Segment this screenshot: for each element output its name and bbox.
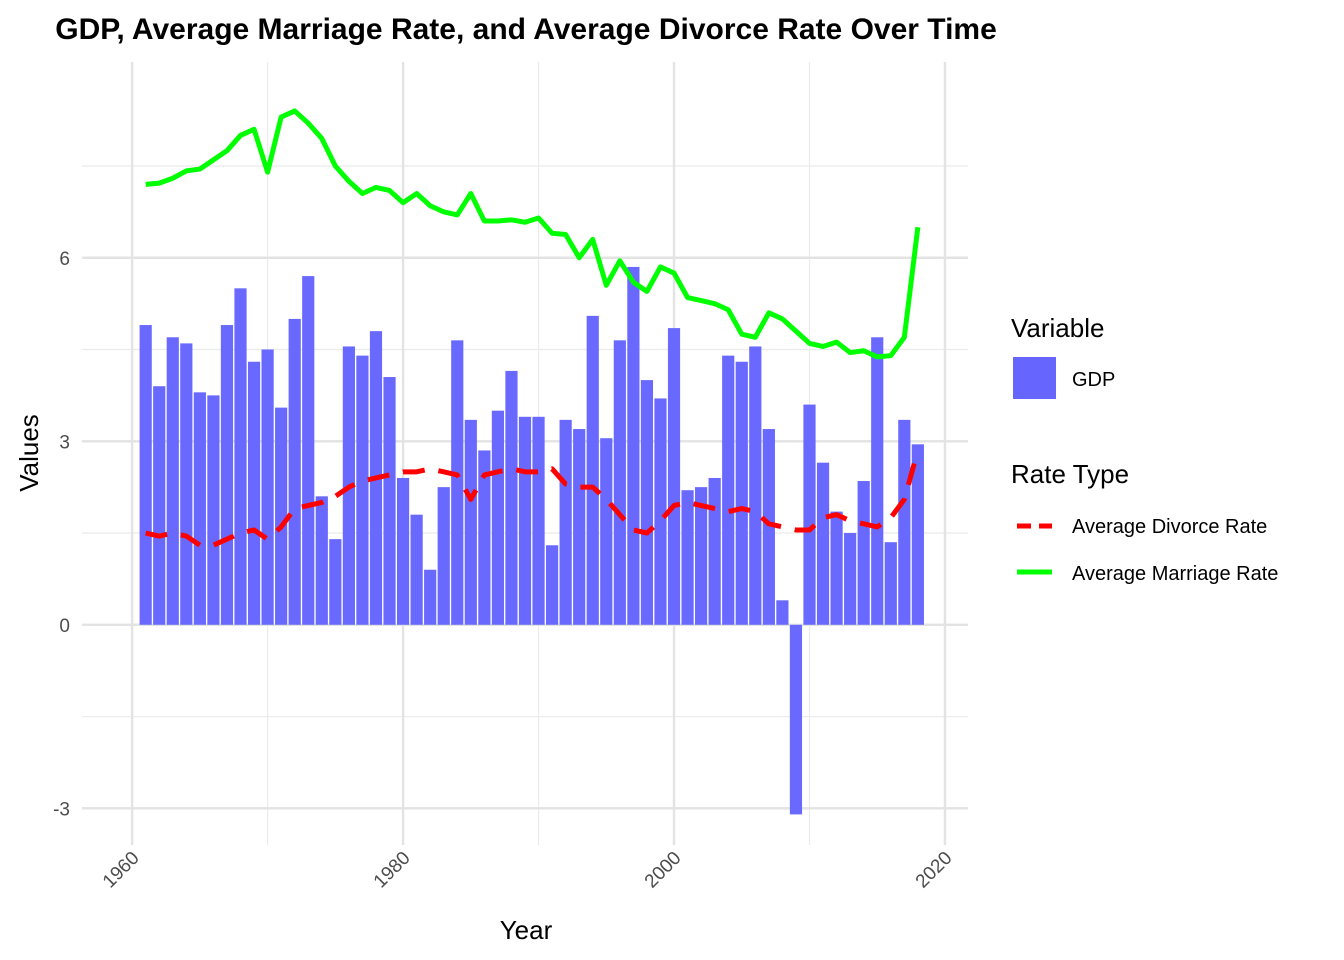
gdp-bar [139,325,152,625]
gdp-bar [396,477,410,625]
legend-gdp-label: GDP [1072,369,1115,391]
legend-variable-title: Variable [1011,313,1104,343]
gdp-bar [491,410,505,625]
y-tick-label: -3 [53,799,70,820]
y-axis-title: Values [14,414,44,492]
x-tick-label: 2000 [641,848,686,893]
gdp-bar [898,419,911,625]
gdp-bar [654,398,667,625]
gdp-bar [451,340,464,625]
x-tick-label: 2020 [912,848,957,893]
x-axis-ticks: 1960 1980 2000 2020 [99,848,957,893]
gdp-bar [559,419,572,625]
plot-area [82,62,968,845]
chart-title: GDP, Average Marriage Rate, and Average … [55,13,997,46]
gdp-bar [545,545,559,625]
x-tick-label: 1980 [370,848,415,893]
gdp-bar [275,407,288,625]
gdp-bar [844,533,857,625]
legend-rate-title: Rate Type [1011,459,1129,489]
gdp-bar [722,355,735,625]
gdp-bar [518,416,532,625]
x-axis-title: Year [500,915,553,945]
gdp-bar [857,481,870,625]
x-tick-label: 1960 [99,848,144,893]
gdp-bar [830,511,843,625]
gdp-bar [789,624,803,815]
gdp-bar [234,288,247,625]
gdp-bar [383,377,396,625]
gdp-bar [288,318,301,625]
gdp-bar [166,337,179,625]
y-tick-label: 3 [59,432,70,453]
gdp-bar [600,438,613,625]
gdp-bar [613,340,626,625]
gdp-bar [911,444,924,625]
legend-gdp-swatch [1013,357,1056,399]
gdp-bar [356,355,369,625]
gdp-bar [478,450,491,625]
average-divorce-rate-line [145,449,921,548]
legend-divorce-label: Average Divorce Rate [1072,516,1267,538]
gdp-bar [816,462,830,625]
gdp-bar [762,429,775,625]
gdp-bar [261,349,274,625]
gdp-bar [871,337,884,625]
legend-marriage-label: Average Marriage Rate [1072,563,1278,585]
gdp-bar [329,539,342,625]
y-tick-label: 0 [59,616,70,637]
gdp-bar [302,276,315,625]
gdp-bar [627,266,640,625]
gdp-bar [180,343,193,625]
gdp-bar [749,346,762,625]
gdp-bar [220,325,234,625]
gdp-bar [695,487,708,625]
gdp-bar [247,361,261,625]
gdp-bar [464,419,477,625]
gdp-bar [207,395,220,625]
gdp-bar [532,416,545,625]
gdp-bar [573,429,586,625]
gdp-bar [640,380,654,625]
gdp-bar [681,490,694,625]
gdp-bar [424,569,437,625]
gdp-bar [884,542,897,625]
gdp-bar [708,477,721,625]
gdp-bar [735,361,748,625]
gdp-bar [803,404,816,625]
gdp-bar [437,487,450,625]
gdp-bar [505,370,518,625]
average-marriage-rate-line [145,108,921,360]
gdp-bar [193,392,206,625]
gdp-bar [153,386,166,625]
gdp-bar [586,315,599,625]
y-tick-label: 6 [59,249,70,270]
gdp-bar [776,600,789,625]
gdp-bar [410,514,423,625]
legend: Variable GDP Rate Type Average Divorce R… [1011,313,1278,585]
y-axis-ticks: -3 0 3 6 [53,249,70,821]
gdp-bar [315,496,328,625]
gdp-bar [667,328,681,625]
